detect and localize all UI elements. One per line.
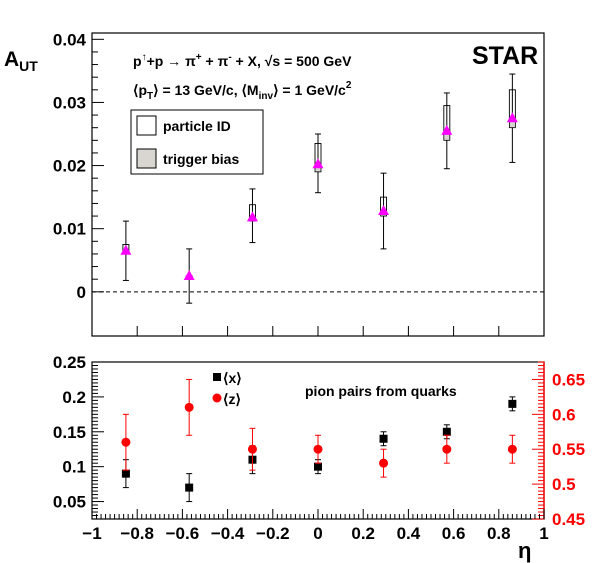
kinematics-label: ⟨pT⟩ = 13 GeV/c, ⟨Minv⟩ = 1 GeV/c2 [133,80,352,102]
star-brand-label: STAR [472,42,538,70]
x-tick-label: 0.2 [351,524,375,543]
mean-x-data-point [314,462,322,471]
bottom-left-y-ticks: 0.05 0.1 0.15 0.2 0.25 [53,353,104,517]
mean-z-data-point [442,444,452,454]
right-y-tick-label: 0.45 [552,510,585,529]
x-tick-label: −0.8 [120,524,154,543]
top-y-axis-title: AUT [4,48,38,74]
x-axis-title: η [518,538,531,563]
legend-label-x: ⟨x⟩ [223,370,242,386]
reaction-label: p↑+p → π+ + π- + X, √s = 500 GeV [133,52,352,69]
left-y-tick-label: 0.1 [62,458,86,477]
top-y-tick-label: 0.04 [53,30,87,49]
legend-swatch-particle-id [136,115,157,136]
a-ut-data-point [378,205,390,216]
x-tick-label: −0.6 [166,524,200,543]
bottom-right-y-ticks: 0.45 0.5 0.55 0.6 0.65 [532,361,585,529]
legend-label-particle-id: particle ID [163,118,231,134]
legend-swatch-trigger-bias [136,148,157,169]
legend-label-z: ⟨z⟩ [223,391,241,407]
a-ut-data-point [246,211,258,222]
top-data-points [120,73,518,304]
a-ut-data-point [506,112,518,123]
top-y-tick-label: 0.02 [53,157,86,176]
mean-x-data-point [185,483,194,492]
top-y-tick-label: 0 [77,283,86,302]
left-y-tick-label: 0.05 [53,493,86,512]
top-y-axis-title-main: A [4,48,19,71]
mean-z-data-point [507,444,517,454]
legend-marker-x [213,373,221,381]
mean-z-data-point [184,402,194,412]
top-x-ticks [91,326,545,336]
right-y-tick-label: 0.55 [552,440,585,459]
mean-x-data-point [508,399,517,408]
x-tick-label: 0.6 [442,524,466,543]
x-tick-label: −0.4 [211,524,245,543]
bottom-x-ticks: −1 −0.8 −0.6 −0.4 −0.2 0 0.2 0.4 0.6 0.8 1 [82,509,549,543]
left-y-tick-label: 0.15 [53,423,86,442]
legend-label-trigger-bias: trigger bias [163,151,239,167]
mean-z-data-point [247,444,257,454]
mean-x-data-point [442,427,451,436]
pion-pairs-annotation: pion pairs from quarks [305,383,457,399]
x-tick-label: 0 [313,524,322,543]
right-y-tick-label: 0.65 [552,370,585,389]
left-y-tick-label: 0.25 [53,353,86,372]
a-ut-data-point [120,244,132,255]
right-y-tick-label: 0.5 [552,475,576,494]
x-tick-label: −0.2 [256,524,290,543]
a-ut-data-point [183,270,195,281]
mean-z-data-point [313,444,323,454]
left-y-tick-label: 0.2 [62,388,86,407]
x-tick-label: 0.8 [487,524,511,543]
x-tick-label: −1 [82,524,101,543]
x-tick-label: 1 [539,524,548,543]
top-y-tick-label: 0.03 [53,93,86,112]
mean-x-data-point [121,469,130,478]
a-ut-data-point [441,124,453,135]
bottom-data-points [121,378,517,503]
legend-marker-z [212,393,222,403]
top-y-ticks: 0 0.01 0.02 0.03 0.04 [53,30,104,302]
mean-x-data-point [379,434,388,443]
mean-z-data-point [379,458,389,468]
top-y-axis-title-sub: UT [19,58,38,74]
mean-z-data-point [121,437,131,447]
top-y-tick-label: 0.01 [53,220,86,239]
a-ut-data-point [312,158,324,169]
x-tick-label: 0.4 [397,524,421,543]
right-y-tick-label: 0.6 [552,405,576,424]
